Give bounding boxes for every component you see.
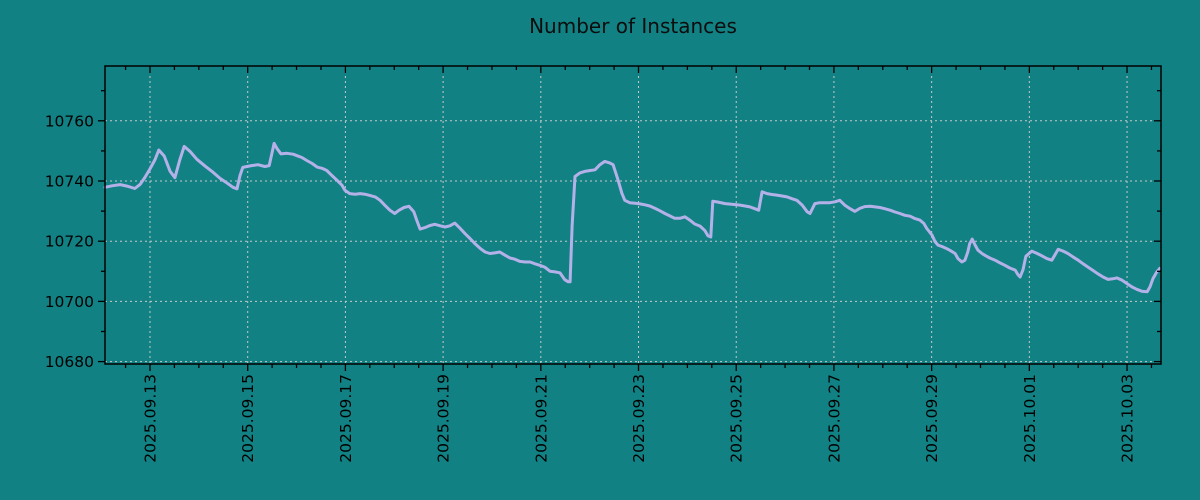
y-tick-label: 10700 (45, 293, 94, 311)
x-tick-label: 2025.09.13 (141, 374, 159, 463)
x-tick-label: 2025.09.19 (435, 374, 453, 463)
axis-ticks (98, 66, 1161, 371)
x-tick-label: 2025.10.01 (1021, 374, 1039, 463)
x-tick-label: 2025.09.23 (630, 374, 648, 463)
x-tick-labels: 2025.09.13 2025.09.15 2025.09.17 2025.09.19… (141, 374, 1136, 463)
y-tick-label: 10720 (45, 233, 94, 251)
x-tick-label: 2025.09.27 (825, 374, 843, 463)
x-tick-label: 2025.09.29 (923, 374, 941, 463)
plot-border (104, 65, 1162, 365)
y-tick-label: 10680 (45, 353, 94, 371)
x-tick-label: 2025.09.15 (239, 374, 257, 463)
y-tick-label: 10740 (45, 172, 94, 190)
y-tick-label: 10760 (45, 112, 94, 130)
x-tick-label: 2025.10.03 (1119, 374, 1137, 463)
y-tick-labels: 10680 10700 10720 10740 10760 (45, 112, 94, 371)
instances-line (103, 141, 1162, 294)
chart-title: Number of Instances (529, 14, 737, 38)
x-tick-label: 2025.09.25 (728, 374, 746, 463)
x-tick-label: 2025.09.21 (532, 374, 550, 463)
x-tick-label: 2025.09.17 (337, 374, 355, 463)
gridlines (105, 66, 1161, 364)
